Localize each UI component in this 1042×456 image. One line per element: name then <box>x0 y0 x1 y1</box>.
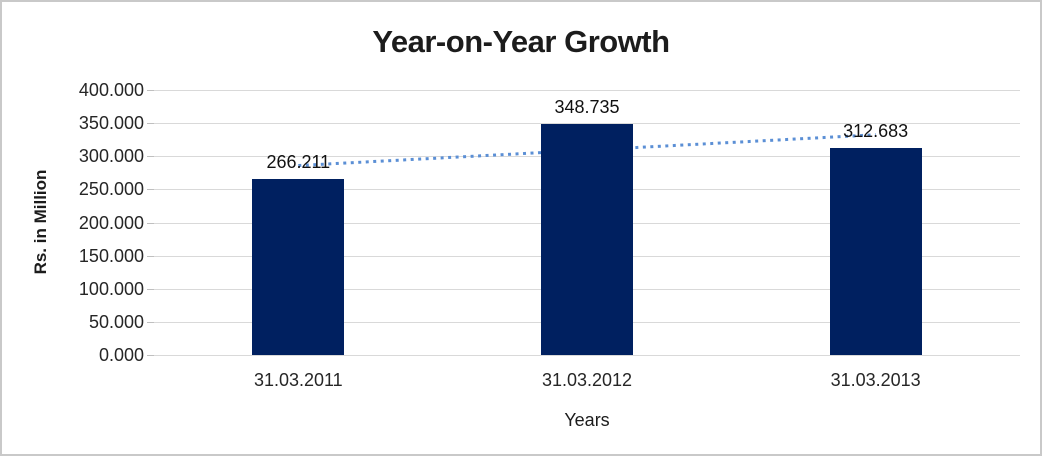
y-axis-tick-mark <box>147 321 154 323</box>
plot-area: 266.211 348.735 312.683 <box>154 90 1020 356</box>
y-axis-tick-label: 300.000 <box>78 146 144 167</box>
y-axis-tick-mark <box>147 156 154 158</box>
x-axis-title: Years <box>564 410 610 430</box>
bar-value-label: 266.211 <box>266 151 331 172</box>
bar-value-label: 348.735 <box>554 96 620 117</box>
x-axis-tick-label: 31.03.2011 <box>253 370 343 390</box>
bar-31.03.2011 <box>252 178 345 355</box>
chart-title: Year-on-Year Growth <box>372 24 670 59</box>
gridline <box>154 355 1020 356</box>
y-axis-tick-label: 200.000 <box>78 212 144 233</box>
y-axis-tick-mark <box>147 255 154 257</box>
trendline <box>298 133 876 168</box>
bar-value-label: 312.683 <box>843 120 909 141</box>
bar-31.03.2012 <box>541 123 633 355</box>
y-axis-tick-label: 100.000 <box>78 278 144 299</box>
gridline <box>154 123 1020 125</box>
y-axis-tick-label: 0.000 <box>98 345 144 365</box>
y-axis-tick-mark <box>147 189 154 191</box>
y-axis-tick-mark <box>147 90 154 91</box>
y-axis-tick-label: 350.000 <box>78 113 144 134</box>
x-axis-tick-label: 31.03.2012 <box>541 370 633 390</box>
y-axis-tick-mark <box>147 355 154 356</box>
bar-31.03.2013 <box>829 147 922 355</box>
y-axis-tick-label: 250.000 <box>78 179 144 200</box>
y-axis-tick-mark <box>147 222 154 224</box>
y-axis-tick-label: 50.000 <box>88 311 144 332</box>
y-axis-tick-label: 400.000 <box>78 80 144 100</box>
y-axis-tick-mark <box>147 123 154 125</box>
y-axis-tick-label: 150.000 <box>78 245 144 266</box>
gridline <box>154 90 1020 91</box>
y-axis-tick-mark <box>147 288 154 290</box>
x-axis-tick-label: 31.03.2013 <box>830 370 921 390</box>
